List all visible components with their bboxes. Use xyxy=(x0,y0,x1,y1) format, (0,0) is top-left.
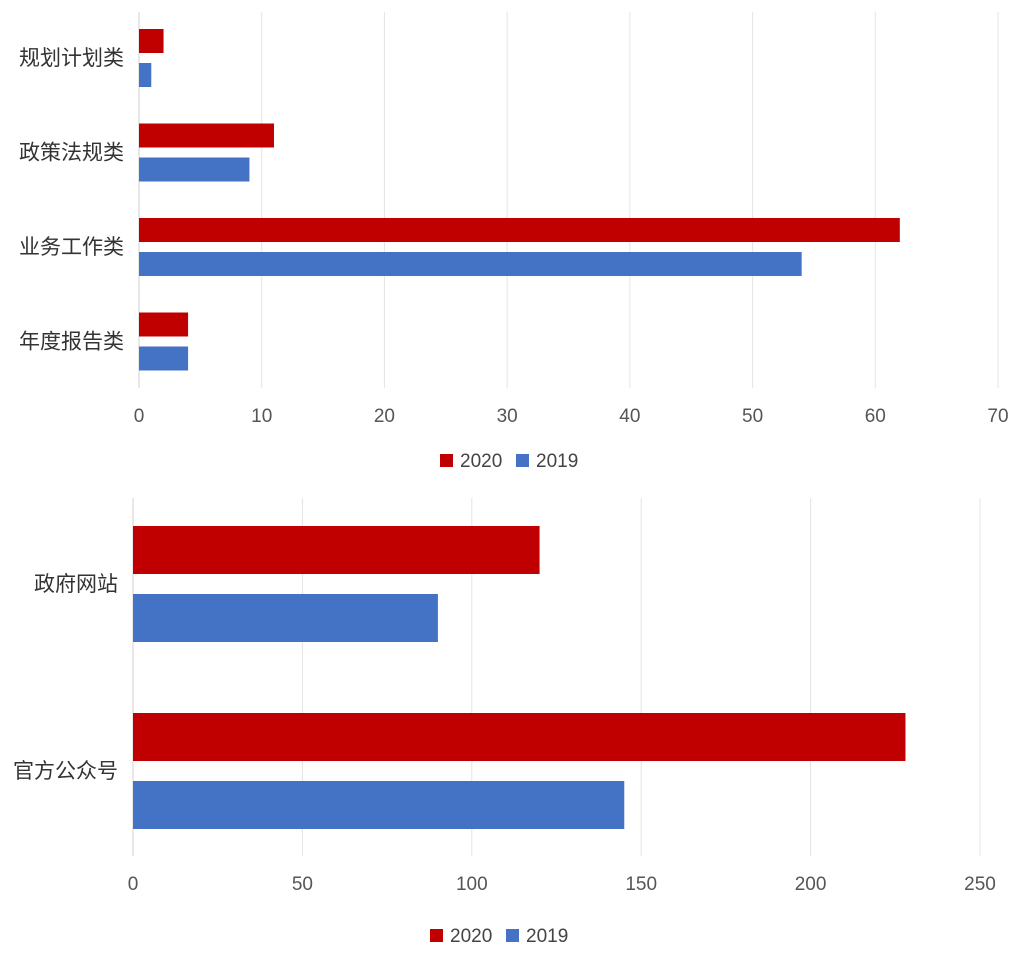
x-tick-label: 10 xyxy=(251,406,272,427)
legend-swatch xyxy=(440,454,453,467)
x-tick-label: 50 xyxy=(742,406,763,427)
x-tick-label: 20 xyxy=(374,406,395,427)
x-tick-label: 40 xyxy=(619,406,640,427)
bar-2019 xyxy=(139,252,802,276)
legend-swatch xyxy=(430,929,443,942)
category-label: 规划计划类 xyxy=(19,46,124,70)
legend-label: 2020 xyxy=(460,451,502,472)
bar-2020 xyxy=(139,312,189,337)
category-label: 业务工作类 xyxy=(19,235,124,259)
x-tick-label: 0 xyxy=(128,874,139,895)
x-tick-label: 200 xyxy=(795,874,827,895)
category-label: 政策法规类 xyxy=(19,141,124,165)
category-label: 政府网站 xyxy=(34,572,118,596)
bar-2020 xyxy=(139,29,164,53)
bar-2019 xyxy=(139,63,152,87)
bar-2019 xyxy=(139,346,189,371)
legend-swatch xyxy=(516,454,529,467)
bar-2020 xyxy=(133,713,906,761)
legend-swatch xyxy=(506,929,519,942)
x-tick-label: 250 xyxy=(964,874,996,895)
x-tick-label: 100 xyxy=(456,874,488,895)
x-tick-label: 60 xyxy=(865,406,886,427)
legend-label: 2019 xyxy=(526,926,568,947)
x-tick-label: 150 xyxy=(625,874,657,895)
bar-2020 xyxy=(139,218,900,242)
category-label: 官方公众号 xyxy=(13,759,118,783)
bar-2020 xyxy=(133,526,540,574)
bar-2019 xyxy=(139,157,250,182)
x-tick-label: 70 xyxy=(987,406,1008,427)
legend-label: 2020 xyxy=(450,926,492,947)
x-tick-label: 30 xyxy=(497,406,518,427)
category-label: 年度报告类 xyxy=(19,330,124,354)
x-tick-label: 0 xyxy=(134,406,145,427)
bar-2020 xyxy=(139,123,274,148)
bar-2019 xyxy=(133,781,625,829)
x-tick-label: 50 xyxy=(292,874,313,895)
legend-label: 2019 xyxy=(536,451,578,472)
bar-2019 xyxy=(133,594,438,642)
